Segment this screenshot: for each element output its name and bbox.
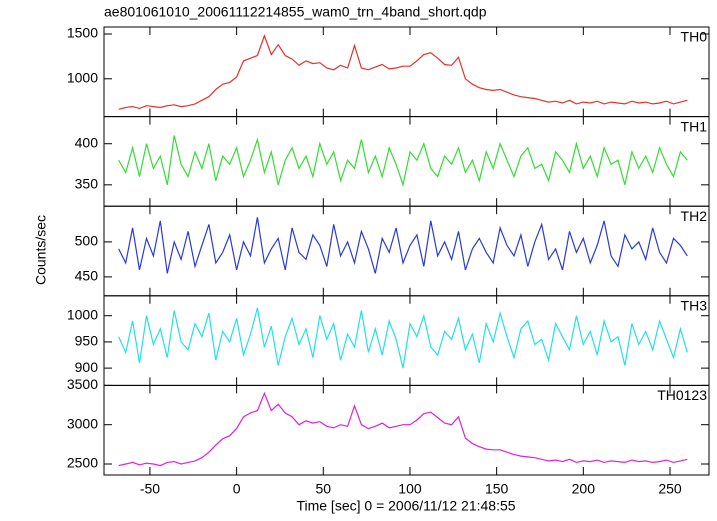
- panel-label: TH0: [681, 29, 708, 45]
- y-tick-label: 500: [75, 233, 99, 249]
- y-tick-label: 900: [75, 359, 99, 375]
- panel-frame: [103, 384, 710, 476]
- y-tick-label: 2500: [67, 455, 98, 471]
- x-tick-label: 200: [572, 481, 596, 497]
- x-axis-label: Time [sec] 0 = 2006/11/12 21:48:55: [296, 498, 515, 514]
- y-tick-label: 3500: [67, 376, 98, 392]
- panel-label: TH1: [681, 118, 708, 134]
- panel-frame: [103, 295, 710, 386]
- y-axis-label: Counts/sec: [33, 215, 49, 285]
- series-line: [118, 135, 688, 188]
- y-tick-label: 350: [75, 176, 99, 192]
- series-line: [118, 217, 688, 274]
- x-tick-label: 150: [485, 481, 509, 497]
- x-tick-label: 100: [398, 481, 422, 497]
- y-tick-label: 1000: [67, 69, 98, 85]
- y-tick-label: 450: [75, 268, 99, 284]
- chart-title: ae801061010_20061112214855_wam0_trn_4ban…: [104, 4, 487, 20]
- panel-frame: [103, 205, 710, 297]
- series-line: [118, 391, 688, 467]
- panel-label: TH0123: [657, 387, 707, 403]
- series-line: [118, 307, 688, 369]
- x-tick-label: 250: [658, 481, 682, 497]
- y-tick-label: 950: [75, 333, 99, 349]
- series-line: [118, 34, 688, 110]
- panel-label: TH3: [681, 298, 708, 314]
- y-tick-label: 1500: [67, 25, 98, 41]
- y-tick-label: 3000: [67, 415, 98, 431]
- y-tick-label: 1000: [67, 306, 98, 322]
- y-tick-label: 400: [75, 134, 99, 150]
- panel-label: TH2: [681, 208, 708, 224]
- x-tick-label: 50: [316, 481, 332, 497]
- x-tick-label: -50: [140, 481, 160, 497]
- x-tick-label: 0: [233, 481, 241, 497]
